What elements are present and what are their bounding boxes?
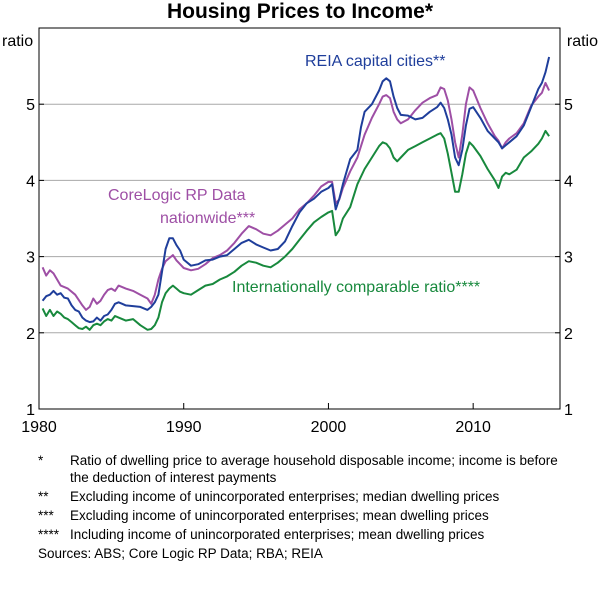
footnote: * Ratio of dwelling price to average hou… — [38, 452, 578, 486]
sources-line: Sources: ABS; Core Logic RP Data; RBA; R… — [38, 546, 323, 561]
series-line-corelogic — [41, 81, 551, 311]
footnote: ** Excluding income of unincorporated en… — [38, 488, 578, 505]
y-tick-label-right: 3 — [564, 250, 573, 267]
x-tick-label: 1990 — [166, 419, 202, 436]
series-line-reia — [41, 56, 551, 324]
footnote-mark: * — [38, 453, 44, 468]
series-lines — [41, 56, 551, 331]
footnote-text: Including income of unincorporated enter… — [70, 527, 485, 542]
x-tick-label: 2000 — [311, 419, 347, 436]
chart-title: Housing Prices to Income* — [167, 0, 434, 23]
reia-series-label: REIA capital cities** — [305, 53, 446, 70]
plot-frame — [38, 27, 561, 410]
y-tick-label-left: 3 — [26, 250, 35, 267]
axis-ticks: 1 1 2 2 3 3 4 4 5 5 1980 1990 2000 2010 — [21, 97, 573, 436]
y-tick-label-right: 1 — [564, 402, 573, 419]
y-tick-label-right: 4 — [564, 173, 573, 190]
footnotes: * Ratio of dwelling price to average hou… — [38, 452, 578, 562]
footnote-mark: ** — [38, 489, 49, 504]
footnote-text: Ratio of dwelling price to average house… — [70, 453, 558, 485]
footnote: *** Excluding income of unincorporated e… — [38, 507, 578, 524]
footnote-text: Excluding income of unincorporated enter… — [70, 508, 489, 523]
corelogic-series-label-line2: nationwide*** — [160, 210, 255, 227]
y-tick-label-right: 5 — [564, 97, 573, 114]
y-tick-label-left: 5 — [26, 97, 35, 114]
x-tick-label: 1980 — [21, 419, 57, 436]
y-tick-label-left: 1 — [26, 402, 35, 419]
footnote-text: Excluding income of unincorporated enter… — [70, 489, 500, 504]
left-axis-unit: ratio — [2, 33, 33, 50]
intl-series-label: Internationally comparable ratio**** — [232, 279, 480, 296]
gridlines — [39, 103, 560, 334]
footnote-mark: **** — [38, 527, 60, 542]
corelogic-series-label-line1: CoreLogic RP Data — [108, 187, 246, 204]
footnote-mark: *** — [38, 508, 54, 523]
y-tick-label-left: 4 — [26, 173, 35, 190]
footnote: **** Including income of unincorporated … — [38, 526, 578, 543]
y-tick-label-left: 2 — [26, 326, 35, 343]
series-line-intl — [41, 129, 550, 331]
x-tick-label: 2010 — [455, 419, 491, 436]
y-tick-label-right: 2 — [564, 326, 573, 343]
right-axis-unit: ratio — [567, 33, 598, 50]
